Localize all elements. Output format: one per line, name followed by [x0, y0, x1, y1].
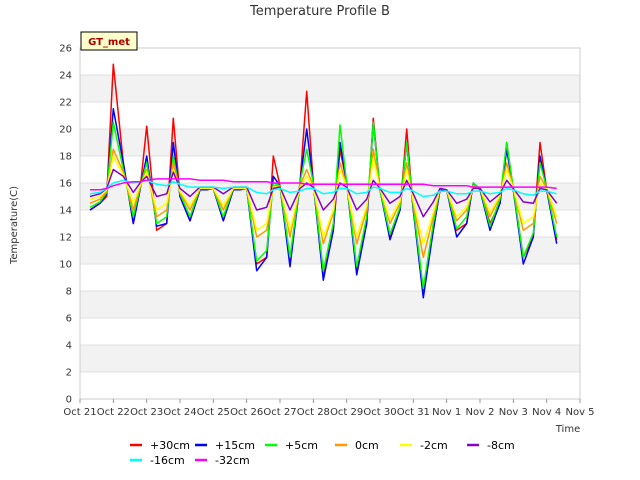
y-tick-label: 14 — [59, 206, 72, 217]
legend-label: +30cm — [150, 439, 190, 452]
y-tick-label: 20 — [59, 125, 72, 136]
legend-label: -32cm — [215, 454, 250, 467]
x-tick-label: Oct 27 — [263, 407, 296, 418]
x-tick-label: Nov 1 — [432, 407, 461, 418]
legend-label: 0cm — [355, 439, 379, 452]
legend-label: -8cm — [487, 439, 515, 452]
legend: +30cm +15cm +5cm 0cm -2cm -8cm -16cm -32cm — [130, 439, 515, 467]
legend-label: +15cm — [215, 439, 255, 452]
legend-label: +5cm — [285, 439, 318, 452]
x-tick-label: Nov 2 — [465, 407, 494, 418]
plot-band — [80, 75, 580, 102]
chart-title: Temperature Profile B — [249, 4, 390, 19]
y-tick-label: 0 — [66, 395, 72, 406]
x-tick-label: Nov 4 — [532, 407, 561, 418]
x-tick-label: Oct 29 — [330, 407, 363, 418]
series-line-16cm — [89, 179, 557, 198]
plot-band — [80, 264, 580, 291]
plot-band — [80, 129, 580, 156]
plot-band — [80, 345, 580, 372]
series-line-32cm — [90, 178, 557, 191]
x-tick-label: Nov 3 — [499, 407, 528, 418]
y-tick-label: 4 — [66, 341, 72, 352]
y-tick-label: 12 — [59, 233, 72, 244]
x-tick-label: Oct 28 — [297, 407, 330, 418]
x-tick-label: Oct 31 — [397, 407, 430, 418]
legend-label: -16cm — [150, 454, 185, 467]
x-tick-label: Nov 5 — [565, 407, 594, 418]
x-axis-label: Time — [555, 424, 580, 435]
series-lines — [89, 63, 558, 299]
x-tick-label: Oct 24 — [163, 407, 196, 418]
y-tick-label: 26 — [59, 44, 72, 55]
gt-met-badge: GT_met — [80, 31, 138, 51]
plot-band — [80, 102, 580, 129]
x-axis-ticks: Oct 21 Oct 22 Oct 23 Oct 24 Oct 25 Oct 26 Oct … — [63, 399, 595, 418]
x-tick-label: Oct 30 — [363, 407, 396, 418]
plot-background — [80, 48, 580, 399]
x-tick-label: Oct 22 — [97, 407, 130, 418]
badge-label: GT_met — [88, 37, 130, 48]
y-tick-label: 6 — [66, 314, 72, 325]
legend-label: -2cm — [420, 439, 448, 452]
plot-band — [80, 372, 580, 399]
x-tick-label: Oct 25 — [197, 407, 230, 418]
x-tick-label: Oct 26 — [230, 407, 263, 418]
series-line-8cm — [89, 168, 558, 218]
y-tick-label: 24 — [59, 71, 72, 82]
y-tick-label: 10 — [59, 260, 72, 271]
y-tick-label: 2 — [66, 368, 72, 379]
plot-band — [80, 48, 580, 75]
plot-band — [80, 291, 580, 318]
y-tick-label: 22 — [59, 98, 72, 109]
x-tick-label: Oct 21 — [63, 407, 96, 418]
badge-box — [80, 31, 138, 51]
y-tick-label: 16 — [59, 179, 72, 190]
y-tick-label: 8 — [66, 287, 72, 298]
y-axis-label: Temperature(C) — [9, 186, 20, 265]
plot-band — [80, 318, 580, 345]
x-tick-label: Oct 23 — [130, 407, 163, 418]
plot-frame — [79, 47, 581, 400]
y-tick-label: 18 — [59, 152, 72, 163]
